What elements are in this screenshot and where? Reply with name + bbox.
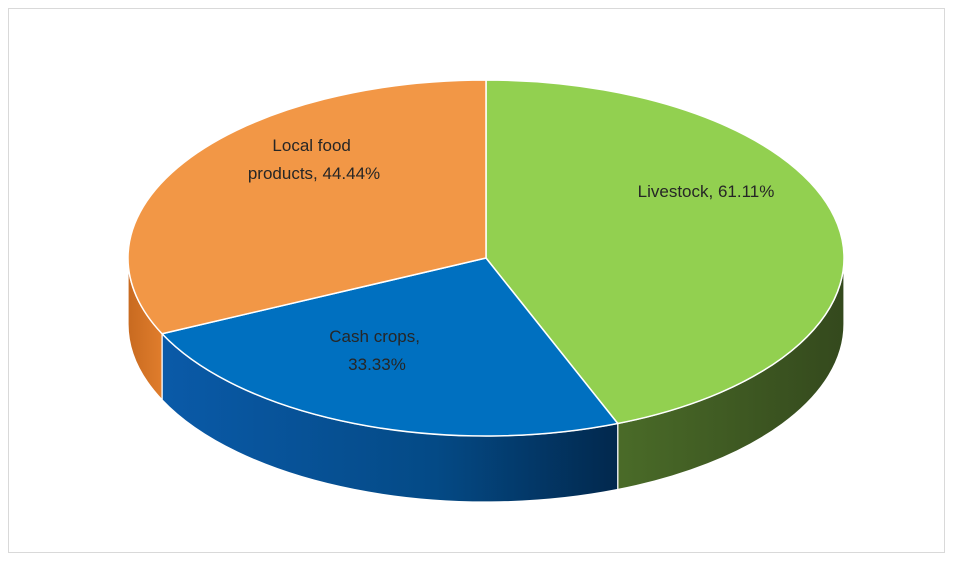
slice-label-local-food-products: Local food products, 44.44% xyxy=(248,136,380,183)
slice-livestock xyxy=(485,79,845,425)
slice-label-livestock: Livestock, 61.11% xyxy=(638,182,775,201)
slice-label-cash-crops: Cash crops, 33.33% xyxy=(329,327,424,374)
slice-local-food-products xyxy=(127,79,487,335)
slice-cash-crops xyxy=(160,257,620,437)
